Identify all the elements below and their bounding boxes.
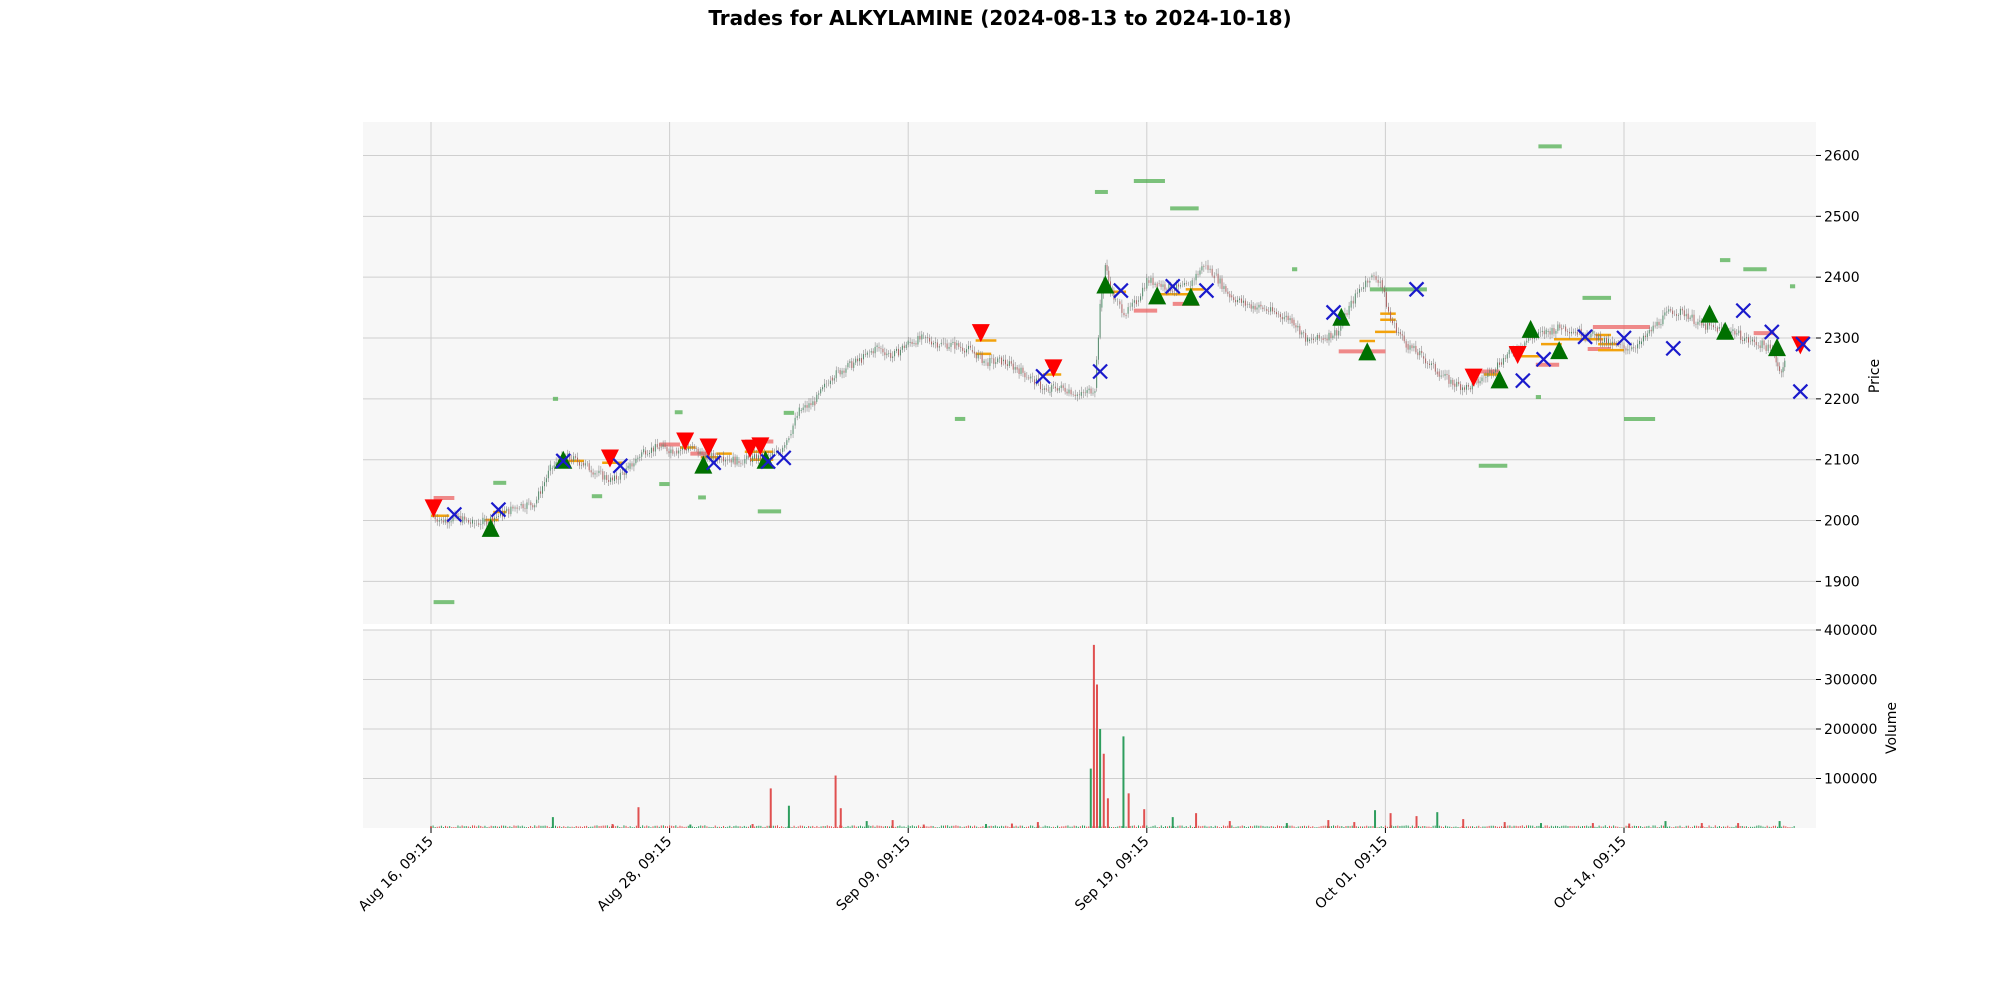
sell-entry-marker [1044, 359, 1063, 378]
sell-entry-marker [740, 439, 759, 458]
exit-marker [1735, 302, 1752, 319]
sell-entry-marker [424, 499, 443, 518]
price-tick-label: 2000 [1824, 514, 1860, 530]
buy-entry-marker [1181, 287, 1200, 306]
exit-marker [1795, 336, 1811, 352]
buy-entry-marker [1550, 341, 1569, 360]
trade-markers-layer [424, 275, 1811, 537]
exit-marker [1577, 329, 1593, 345]
volume-tick-label: 100000 [1824, 772, 1877, 788]
exit-marker [1515, 372, 1531, 389]
buy-entry-marker [481, 518, 500, 537]
price-tick-label: 2100 [1824, 453, 1860, 469]
exit-marker [775, 450, 792, 466]
exit-marker [705, 454, 722, 471]
volume-tick-label: 200000 [1824, 722, 1877, 738]
exit-marker [1792, 383, 1809, 400]
x-tick-label: Aug 16, 09:15 [356, 834, 437, 915]
grid-layer [363, 122, 1816, 828]
exit-marker [1764, 324, 1780, 340]
exit-marker [1325, 304, 1342, 321]
sell-entry-marker [751, 437, 770, 456]
volume-tick-label: 400000 [1824, 623, 1877, 639]
buy-entry-marker [1716, 321, 1735, 340]
buy-entry-marker [1358, 342, 1377, 361]
volume-tick-label: 300000 [1824, 673, 1877, 689]
sell-entry-marker [600, 449, 619, 468]
price-tick-label: 2200 [1824, 392, 1860, 408]
exit-marker [1408, 281, 1425, 298]
x-tick-label: Aug 28, 09:15 [594, 834, 675, 915]
buy-entry-marker [1332, 307, 1351, 326]
price-panel-background [363, 122, 1816, 624]
price-tick-label: 2500 [1824, 209, 1860, 225]
exit-marker [555, 453, 572, 469]
x-tick-label: Oct 14, 09:15 [1551, 834, 1630, 913]
sell-entry-marker [1464, 368, 1483, 387]
exit-marker [612, 458, 629, 474]
exit-marker [1035, 368, 1051, 385]
buy-entry-marker [1490, 370, 1509, 389]
buy-entry-marker [1148, 286, 1167, 305]
exit-marker [1616, 330, 1632, 346]
chart-title: Trades for ALKYLAMINE (2024-08-13 to 202… [708, 6, 1292, 30]
exit-marker [1198, 282, 1215, 299]
sell-entry-marker [676, 432, 695, 451]
price-axis-label: Price [1867, 359, 1883, 393]
volume-axis-label: Volume [1884, 702, 1900, 754]
exit-marker [1535, 351, 1552, 368]
exit-marker [1113, 282, 1129, 299]
price-tick-label: 2600 [1824, 148, 1860, 164]
sell-entry-marker [971, 324, 990, 343]
buy-entry-marker [1768, 338, 1787, 357]
price-tick-label: 2300 [1824, 331, 1860, 347]
x-tick-label: Oct 01, 09:15 [1312, 834, 1391, 913]
price-tick-label: 2400 [1824, 270, 1860, 286]
exit-marker [760, 453, 776, 470]
sell-entry-marker [699, 438, 718, 457]
x-tick-label: Sep 09, 09:15 [833, 834, 914, 915]
price-tick-label: 1900 [1824, 574, 1860, 590]
exit-marker [490, 501, 507, 518]
x-tick-label: Sep 19, 09:15 [1072, 834, 1153, 915]
exit-marker [1665, 340, 1682, 357]
volume-bars-layer [430, 644, 1795, 828]
exit-marker [1164, 278, 1181, 295]
exit-marker [1092, 363, 1108, 380]
buy-entry-marker [1096, 275, 1115, 294]
exit-marker [446, 506, 463, 523]
sell-entry-marker [1508, 346, 1527, 365]
buy-entry-marker [1700, 304, 1719, 323]
buy-entry-marker [1521, 319, 1540, 338]
